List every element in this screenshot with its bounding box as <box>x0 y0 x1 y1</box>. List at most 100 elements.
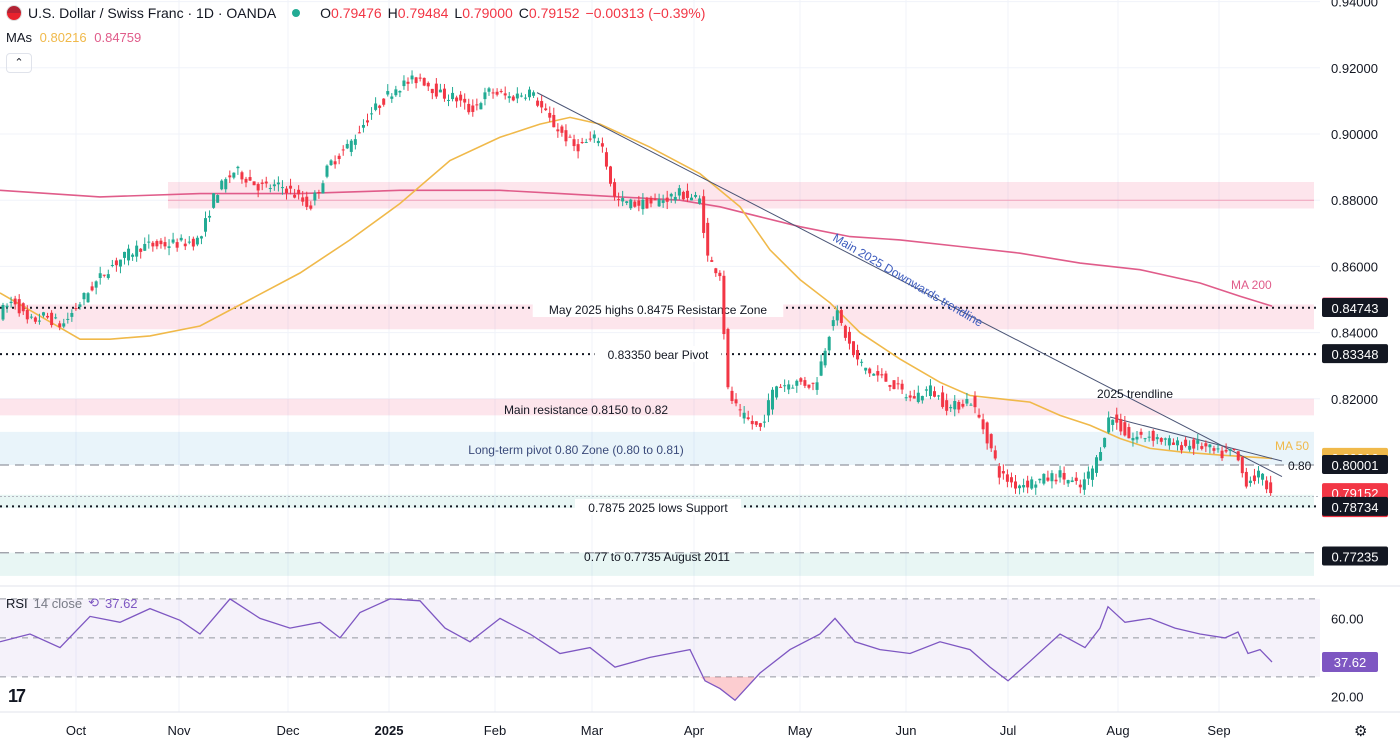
candle-body <box>1131 437 1135 441</box>
candle-body <box>1196 440 1200 444</box>
price-change: −0.00313 (−0.39%) <box>585 5 706 21</box>
candle-body <box>746 417 750 420</box>
zone-label-bg <box>594 346 722 362</box>
candle-body <box>123 251 126 258</box>
candle-body <box>208 215 212 218</box>
candle-body <box>961 403 965 407</box>
rsi-legend[interactable]: RSI 14 close ⟲ 37.62 <box>6 595 138 611</box>
candle-body <box>1176 440 1179 446</box>
candle-body <box>313 192 317 201</box>
candle-body <box>70 312 74 317</box>
candle-body <box>1090 468 1094 480</box>
candle-body <box>920 395 924 401</box>
candle-body <box>366 120 369 123</box>
candle-body <box>1086 471 1090 479</box>
candle-body <box>451 92 455 100</box>
annotation-2025-trendline: 2025 trendline <box>1097 387 1173 401</box>
symbol-title[interactable]: U.S. Dollar / Swiss Franc · 1D · OANDA <box>28 5 277 21</box>
candle-body <box>1163 438 1167 440</box>
candle-body <box>1070 480 1074 483</box>
candle-body <box>1143 438 1147 440</box>
candle-body <box>224 179 228 190</box>
candle-body <box>248 177 252 181</box>
candle-body <box>718 272 722 277</box>
candle-body <box>187 241 191 243</box>
moving-averages-legend[interactable]: MAs 0.80216 0.84759 <box>6 30 141 45</box>
time-axis-label: 2025 <box>375 723 404 738</box>
candle-body <box>515 93 519 99</box>
candle-body <box>965 399 969 404</box>
candle-body <box>394 89 398 96</box>
candle-body <box>1095 457 1098 473</box>
candle-body <box>896 383 900 385</box>
tradingview-logo-icon[interactable]: 17 <box>8 686 26 706</box>
candle-body <box>734 399 738 404</box>
candle-body <box>382 98 386 105</box>
candle-body <box>892 380 896 390</box>
candle-body <box>378 105 382 108</box>
candle-body <box>487 88 491 92</box>
candle-body <box>42 312 45 316</box>
candle-body <box>584 142 588 144</box>
candle-body <box>933 391 936 397</box>
candle-body <box>1001 471 1005 474</box>
candle-body <box>519 95 523 97</box>
candle-body <box>1248 480 1252 484</box>
candle-body <box>228 175 232 178</box>
candle-body <box>216 195 220 203</box>
candle-body <box>985 422 989 444</box>
candle-body <box>1188 445 1192 450</box>
candle-body <box>163 242 167 247</box>
zone-label-bg <box>575 499 741 515</box>
candle-body <box>434 83 438 97</box>
candle-body <box>1184 439 1188 446</box>
candle-body <box>880 374 884 376</box>
candle-body <box>511 96 515 101</box>
time-axis-label: Jul <box>1000 723 1017 738</box>
candle-body <box>285 188 288 194</box>
candle-body <box>1200 446 1204 449</box>
candle-body <box>714 268 718 274</box>
price-tag-label: 0.83348 <box>1332 347 1379 362</box>
settings-gear-icon[interactable]: ⚙ <box>1354 723 1368 740</box>
candle-body <box>232 172 236 178</box>
candle-body <box>459 94 463 101</box>
candle-body <box>669 193 673 197</box>
rsi-value-tag-label: 37.62 <box>1334 655 1367 670</box>
candle-body <box>681 191 685 200</box>
candle-body <box>1107 417 1111 433</box>
candle-body <box>904 397 908 399</box>
ohlc-low: L0.79000 <box>454 5 513 21</box>
candle-body <box>941 392 945 407</box>
candle-body <box>1103 437 1107 448</box>
collapse-legend-button[interactable]: ⌃ <box>6 53 32 73</box>
candle-body <box>1261 473 1265 480</box>
candle-body <box>872 373 876 376</box>
zone-band <box>168 181 1314 209</box>
candle-body <box>276 182 280 185</box>
price-axis-tick: 0.90000 <box>1331 127 1378 142</box>
candle-body <box>884 373 888 382</box>
candle-body <box>264 181 268 184</box>
candle-body <box>66 318 70 320</box>
time-axis-label: Nov <box>167 723 191 738</box>
candle-body <box>159 240 163 245</box>
downward-trendline <box>536 92 1283 478</box>
candle-body <box>1123 422 1127 436</box>
candle-body <box>78 304 82 307</box>
candle-body <box>151 242 155 247</box>
candle-body <box>528 89 531 98</box>
candle-body <box>1135 436 1139 440</box>
candle-body <box>236 166 240 169</box>
candle-body <box>928 385 932 397</box>
candle-body <box>779 386 783 388</box>
candle-body <box>831 320 835 327</box>
time-axis-label: Apr <box>684 723 705 738</box>
candle-body <box>1171 442 1175 445</box>
candle-body <box>317 192 321 194</box>
candle-body <box>613 182 617 197</box>
candle-body <box>13 298 17 305</box>
rsi-axis-tick: 20.00 <box>1331 689 1364 704</box>
candle-body <box>252 181 256 186</box>
